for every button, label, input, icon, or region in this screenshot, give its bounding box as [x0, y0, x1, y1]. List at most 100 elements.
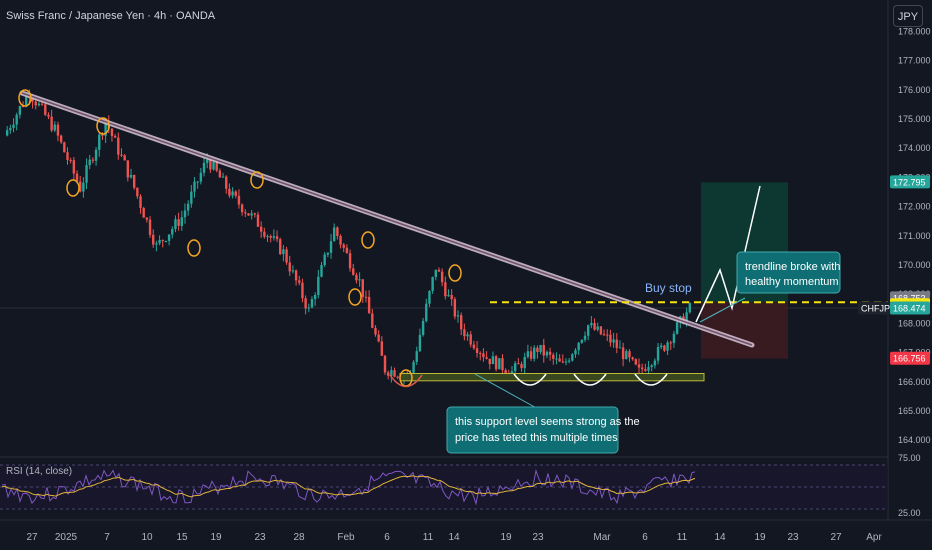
candle-body: [520, 364, 523, 369]
candle-body: [186, 203, 190, 211]
candle-body: [367, 296, 371, 314]
candle-body: [415, 351, 418, 362]
candle-body: [34, 101, 37, 106]
candle-body: [390, 370, 393, 376]
x-tick-label: Feb: [337, 532, 355, 543]
candle-body: [567, 360, 571, 362]
candle-body: [85, 165, 88, 183]
candle-body: [206, 159, 209, 163]
candle-body: [218, 170, 222, 178]
candle-body: [656, 347, 660, 361]
y-tick-label: 177.000: [898, 56, 931, 66]
candle-body: [294, 270, 298, 281]
candle-body: [129, 174, 133, 178]
x-tick-label: 27: [26, 532, 38, 543]
support-note-line: this support level seems strong as the: [455, 416, 640, 428]
swing-marker: [448, 264, 462, 282]
candle-body: [637, 364, 641, 368]
currency-button[interactable]: JPY: [893, 5, 923, 27]
candle-body: [333, 227, 336, 242]
swing-marker: [187, 239, 201, 257]
candle-body: [298, 280, 301, 283]
candle-body: [234, 191, 237, 196]
candle-body: [606, 334, 609, 336]
candle-body: [155, 243, 158, 245]
candle-body: [348, 253, 352, 269]
candle-body: [285, 249, 288, 263]
x-tick-label: 23: [787, 532, 799, 543]
candle-body: [663, 345, 666, 351]
candle-body: [491, 356, 495, 365]
candle-body: [666, 342, 669, 351]
candle-body: [561, 361, 564, 363]
candle-body: [361, 279, 364, 297]
candle-body: [91, 159, 95, 161]
candle-body: [472, 344, 476, 349]
rsi-tick: 25.00: [898, 508, 921, 518]
trendline-note-line: trendline broke with: [745, 261, 840, 273]
candle-body: [25, 96, 28, 107]
candle-body: [675, 322, 679, 334]
candle-body: [494, 356, 498, 370]
buy-stop-label: Buy stop: [645, 281, 692, 295]
candle-body: [59, 135, 63, 143]
candle-body: [266, 236, 269, 238]
candle-body: [152, 234, 155, 245]
candle-body: [444, 282, 447, 297]
candle-body: [539, 344, 542, 352]
support-test-arc: [389, 374, 423, 388]
candle-body: [599, 326, 603, 335]
candle-body: [101, 134, 104, 136]
candle-body: [231, 191, 234, 196]
candle-body: [228, 188, 231, 196]
candle-body: [672, 333, 676, 344]
candle-body: [139, 196, 142, 209]
candle-body: [323, 254, 326, 266]
rsi-tick: 75.00: [898, 453, 921, 463]
candle-body: [244, 212, 247, 214]
candle-body: [21, 106, 25, 108]
candle-body: [196, 181, 199, 183]
candle-body: [253, 213, 257, 215]
candle-body: [177, 219, 180, 226]
x-tick-label: 19: [500, 532, 512, 543]
x-tick-label: 23: [532, 532, 544, 543]
price-label-text: CHFJPY: [861, 304, 896, 314]
candle-body: [453, 299, 457, 317]
candle-body: [498, 358, 501, 370]
support-note-box: [446, 406, 619, 454]
candle-body: [307, 307, 310, 309]
candle-body: [161, 239, 164, 242]
candle-body: [555, 358, 558, 360]
candle-body: [412, 361, 415, 373]
candle-body: [418, 334, 422, 352]
candle-body: [158, 239, 161, 244]
y-tick-label: 166.000: [898, 377, 931, 387]
x-tick-label: Mar: [593, 532, 611, 543]
candle-body: [15, 114, 18, 125]
candle-body: [526, 351, 530, 357]
candle-body: [117, 137, 120, 155]
candle-body: [50, 116, 53, 131]
candle-body: [355, 274, 358, 281]
candle-body: [263, 231, 266, 237]
swing-marker: [361, 231, 375, 249]
candle-body: [612, 339, 615, 343]
candle-body: [183, 210, 187, 218]
candle-body: [136, 187, 139, 197]
candle-body: [485, 357, 488, 359]
candle-body: [628, 351, 631, 358]
candle-body: [434, 269, 437, 278]
candle-body: [383, 355, 387, 373]
x-tick-label: 6: [384, 532, 390, 543]
candle-body: [447, 294, 450, 297]
swing-marker: [18, 89, 32, 107]
candle-body: [174, 219, 177, 230]
candle-body: [199, 172, 203, 182]
price-label-tag: [890, 301, 930, 315]
candle-body: [44, 104, 47, 115]
swing-marker: [348, 288, 362, 306]
candle-body: [374, 327, 377, 335]
x-tick-label: 27: [830, 532, 842, 543]
